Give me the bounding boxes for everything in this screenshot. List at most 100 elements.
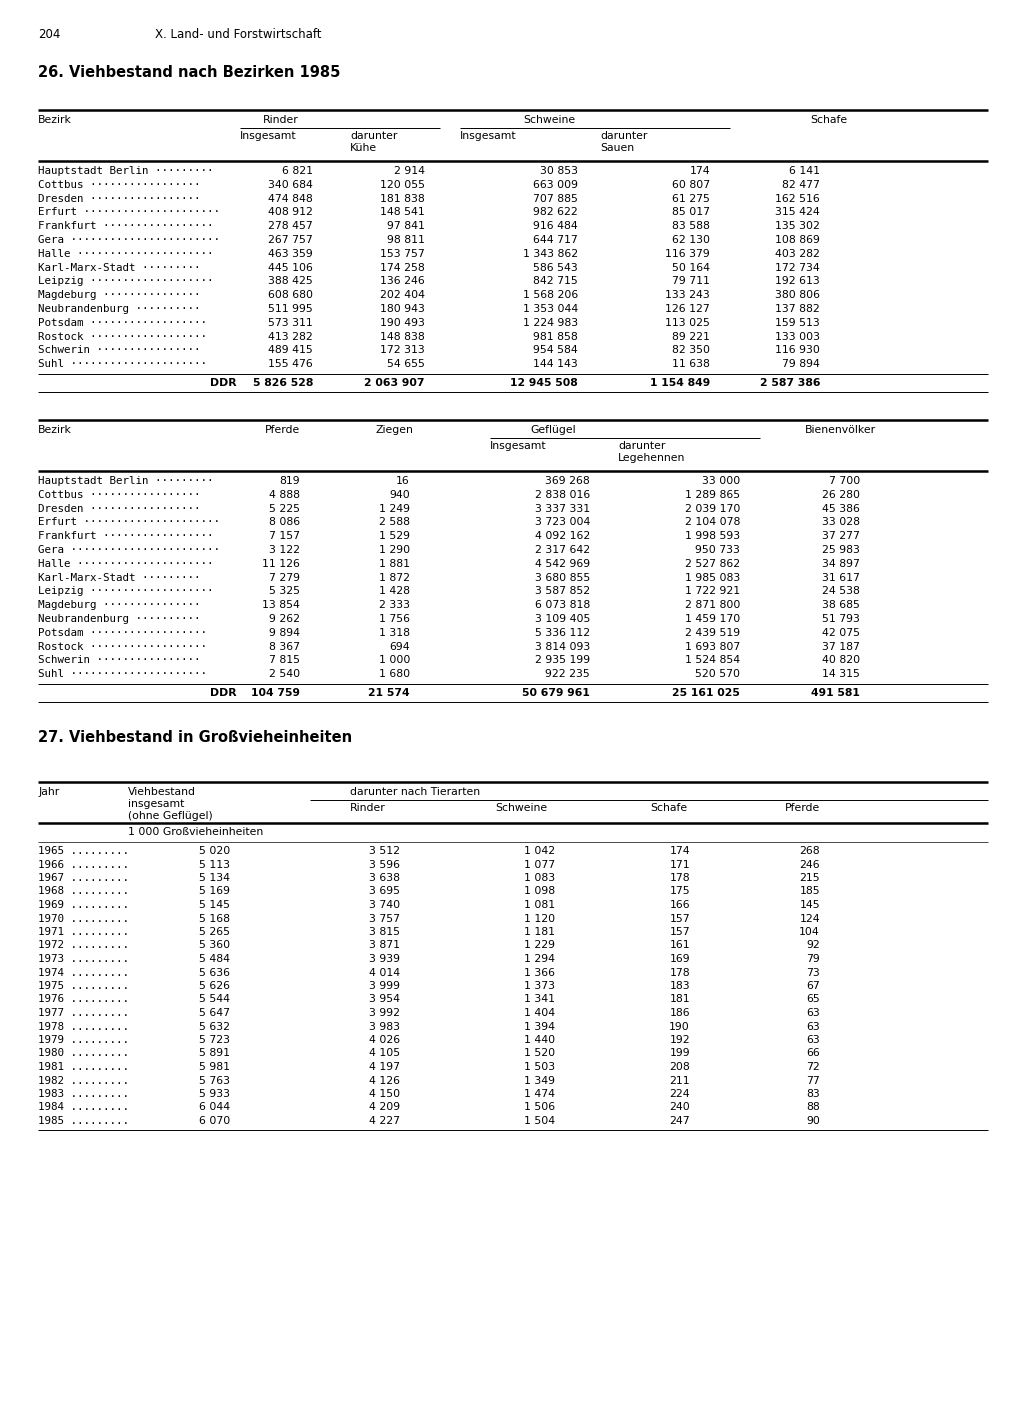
Text: darunter nach Tierarten: darunter nach Tierarten bbox=[350, 788, 480, 797]
Text: 5 891: 5 891 bbox=[199, 1048, 230, 1058]
Text: 1983 .........: 1983 ......... bbox=[38, 1089, 129, 1099]
Text: 16: 16 bbox=[396, 476, 410, 486]
Text: 77: 77 bbox=[806, 1075, 820, 1085]
Text: 3 109 405: 3 109 405 bbox=[535, 614, 590, 624]
Text: 1979 .........: 1979 ......... bbox=[38, 1036, 129, 1045]
Text: 133 243: 133 243 bbox=[666, 290, 710, 300]
Text: 1 000 Großvieheinheiten: 1 000 Großvieheinheiten bbox=[128, 827, 263, 837]
Text: 66: 66 bbox=[806, 1048, 820, 1058]
Text: Pferde: Pferde bbox=[785, 803, 820, 813]
Text: 1 872: 1 872 bbox=[379, 572, 410, 582]
Text: 1 349: 1 349 bbox=[524, 1075, 555, 1085]
Text: 5 168: 5 168 bbox=[199, 913, 230, 923]
Text: 380 806: 380 806 bbox=[775, 290, 820, 300]
Text: 3 680 855: 3 680 855 bbox=[535, 572, 590, 582]
Text: 1 343 862: 1 343 862 bbox=[523, 249, 578, 259]
Text: 1 181: 1 181 bbox=[524, 927, 555, 937]
Text: Cottbus ·················: Cottbus ················· bbox=[38, 490, 201, 500]
Text: 3 695: 3 695 bbox=[369, 886, 400, 896]
Text: 7 700: 7 700 bbox=[828, 476, 860, 486]
Text: 145: 145 bbox=[800, 900, 820, 910]
Text: 9 262: 9 262 bbox=[269, 614, 300, 624]
Text: 586 543: 586 543 bbox=[534, 262, 578, 272]
Text: 2 439 519: 2 439 519 bbox=[685, 628, 740, 638]
Text: 5 723: 5 723 bbox=[199, 1036, 230, 1045]
Text: 6 070: 6 070 bbox=[199, 1116, 230, 1126]
Text: 178: 178 bbox=[670, 968, 690, 978]
Text: 159 513: 159 513 bbox=[775, 318, 820, 328]
Text: 12 945 508: 12 945 508 bbox=[510, 378, 578, 387]
Text: 1974 .........: 1974 ......... bbox=[38, 968, 129, 978]
Text: 842 715: 842 715 bbox=[534, 276, 578, 286]
Text: 5 763: 5 763 bbox=[199, 1075, 230, 1085]
Text: 133 003: 133 003 bbox=[775, 331, 820, 341]
Text: 215: 215 bbox=[800, 874, 820, 883]
Text: 278 457: 278 457 bbox=[268, 221, 313, 231]
Text: 26. Viehbestand nach Bezirken 1985: 26. Viehbestand nach Bezirken 1985 bbox=[38, 65, 340, 80]
Text: 1 680: 1 680 bbox=[379, 669, 410, 679]
Text: 7 815: 7 815 bbox=[269, 655, 300, 665]
Text: 37 277: 37 277 bbox=[822, 531, 860, 541]
Text: Insgesamt: Insgesamt bbox=[460, 131, 517, 141]
Text: 9 894: 9 894 bbox=[269, 628, 300, 638]
Text: Insgesamt: Insgesamt bbox=[240, 131, 297, 141]
Text: 3 814 093: 3 814 093 bbox=[535, 641, 590, 651]
Text: 1 083: 1 083 bbox=[524, 874, 555, 883]
Text: 4 542 969: 4 542 969 bbox=[535, 559, 590, 569]
Text: 5 647: 5 647 bbox=[199, 1007, 230, 1017]
Text: 113 025: 113 025 bbox=[666, 318, 710, 328]
Text: Pferde: Pferde bbox=[265, 426, 300, 435]
Text: 1 503: 1 503 bbox=[524, 1062, 555, 1072]
Text: 85 017: 85 017 bbox=[672, 207, 710, 217]
Text: 4 888: 4 888 bbox=[269, 490, 300, 500]
Text: 3 596: 3 596 bbox=[369, 859, 400, 869]
Text: 1 428: 1 428 bbox=[379, 586, 410, 596]
Text: 2 935 199: 2 935 199 bbox=[535, 655, 590, 665]
Text: 13 854: 13 854 bbox=[262, 600, 300, 610]
Text: 51 793: 51 793 bbox=[822, 614, 860, 624]
Text: 408 912: 408 912 bbox=[268, 207, 313, 217]
Text: 63: 63 bbox=[806, 1036, 820, 1045]
Text: 33 000: 33 000 bbox=[701, 476, 740, 486]
Text: 50 679 961: 50 679 961 bbox=[522, 688, 590, 697]
Text: 3 992: 3 992 bbox=[369, 1007, 400, 1017]
Text: 573 311: 573 311 bbox=[268, 318, 313, 328]
Text: 1 098: 1 098 bbox=[524, 886, 555, 896]
Text: 192 613: 192 613 bbox=[775, 276, 820, 286]
Text: 166: 166 bbox=[670, 900, 690, 910]
Text: 135 302: 135 302 bbox=[775, 221, 820, 231]
Text: 137 882: 137 882 bbox=[775, 304, 820, 314]
Text: 1 154 849: 1 154 849 bbox=[650, 378, 710, 387]
Text: Leipzig ···················: Leipzig ··················· bbox=[38, 586, 213, 596]
Text: 62 130: 62 130 bbox=[672, 235, 710, 245]
Text: 982 622: 982 622 bbox=[534, 207, 578, 217]
Text: 171: 171 bbox=[670, 859, 690, 869]
Text: 1 042: 1 042 bbox=[524, 845, 555, 857]
Text: 1977 .........: 1977 ......... bbox=[38, 1007, 129, 1017]
Text: Suhl ·····················: Suhl ····················· bbox=[38, 669, 207, 679]
Text: 5 544: 5 544 bbox=[199, 995, 230, 1005]
Text: Magdeburg ···············: Magdeburg ··············· bbox=[38, 290, 201, 300]
Text: 1 474: 1 474 bbox=[524, 1089, 555, 1099]
Text: 1 290: 1 290 bbox=[379, 545, 410, 555]
Text: 940: 940 bbox=[389, 490, 410, 500]
Text: 108 869: 108 869 bbox=[775, 235, 820, 245]
Text: 31 617: 31 617 bbox=[822, 572, 860, 582]
Text: Rostock ··················: Rostock ·················· bbox=[38, 641, 207, 651]
Text: 8 367: 8 367 bbox=[269, 641, 300, 651]
Text: 1 081: 1 081 bbox=[524, 900, 555, 910]
Text: 1 998 593: 1 998 593 bbox=[685, 531, 740, 541]
Text: 67: 67 bbox=[806, 981, 820, 991]
Text: 27. Viehbestand in Großvieheinheiten: 27. Viehbestand in Großvieheinheiten bbox=[38, 730, 352, 745]
Text: 34 897: 34 897 bbox=[822, 559, 860, 569]
Text: 153 757: 153 757 bbox=[380, 249, 425, 259]
Text: 2 104 078: 2 104 078 bbox=[685, 517, 740, 527]
Text: 3 757: 3 757 bbox=[369, 913, 400, 923]
Text: 1 394: 1 394 bbox=[524, 1022, 555, 1031]
Text: 8 086: 8 086 bbox=[269, 517, 300, 527]
Text: 2 527 862: 2 527 862 bbox=[685, 559, 740, 569]
Text: DDR: DDR bbox=[210, 688, 237, 697]
Text: 5 134: 5 134 bbox=[199, 874, 230, 883]
Text: 14 315: 14 315 bbox=[822, 669, 860, 679]
Text: 1 289 865: 1 289 865 bbox=[685, 490, 740, 500]
